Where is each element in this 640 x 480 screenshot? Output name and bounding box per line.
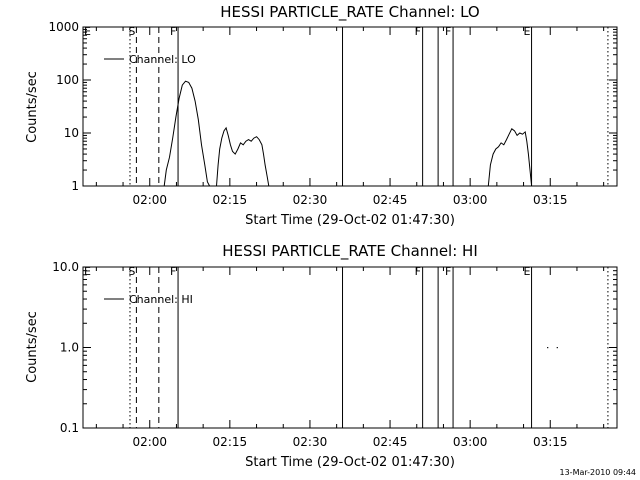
x-tick-label: 02:15 [213, 193, 248, 207]
y-tick-label: 0.1 [60, 421, 79, 435]
x-tick-label: 02:30 [293, 193, 328, 207]
y-tick-label: 1.0 [60, 341, 79, 355]
lo-plot-content: S F F F E E Channel: LO 02:00 02:15 02:30 02:45 03:… [48, 20, 618, 207]
lo-channel-panel: HESSI PARTICLE_RATE Channel: LO Counts/s… [25, 3, 618, 228]
event-marker-label: F [415, 25, 421, 38]
x-tick-label: 03:15 [533, 435, 568, 449]
event-marker-label: S [128, 25, 135, 38]
series-line [487, 128, 533, 187]
edge-marker-label: E [84, 265, 91, 278]
data-point [556, 347, 558, 349]
legend-label: Channel: HI [129, 293, 193, 306]
event-marker-label: F [170, 25, 176, 38]
hi-channel-panel: HESSI PARTICLE_RATE Channel: HI Counts/s… [25, 242, 618, 470]
x-tick-label: 02:45 [373, 435, 408, 449]
y-tick-label: 100 [56, 73, 79, 87]
event-marker-label: E [524, 25, 531, 38]
x-tick-label: 02:45 [373, 193, 408, 207]
legend-label: Channel: LO [129, 53, 196, 66]
y-axis-label-lo: Counts/sec [25, 71, 40, 143]
x-tick-label: 03:00 [453, 193, 488, 207]
plot-frame [82, 26, 618, 187]
y-tick-label: 1 [71, 179, 79, 193]
x-tick-label: 02:15 [213, 435, 248, 449]
event-marker-label: F [415, 265, 421, 278]
x-tick-label: 03:00 [453, 435, 488, 449]
chart-title-hi: HESSI PARTICLE_RATE Channel: HI [222, 242, 478, 261]
y-tick-label: 10.0 [52, 260, 79, 274]
data-point [547, 347, 549, 349]
series-line [216, 126, 270, 187]
hi-plot-content: S F F F E E Channel: HI 02:00 02:15 02:30 02:45 03:… [52, 260, 618, 449]
event-marker-label: F [170, 265, 176, 278]
x-axis-label-lo: Start Time (29-Oct-02 01:47:30) [245, 213, 455, 228]
x-tick-label: 02:00 [132, 435, 167, 449]
y-tick-label: 1000 [48, 20, 79, 34]
y-tick-label: 10 [64, 126, 79, 140]
edge-marker-label: E [84, 25, 91, 38]
y-axis-label-hi: Counts/sec [25, 311, 40, 383]
event-marker-label: S [128, 265, 135, 278]
series-line [163, 80, 211, 187]
x-tick-label: 02:30 [293, 435, 328, 449]
event-marker-label: E [524, 265, 531, 278]
footer-timestamp: 13-Mar-2010 09:44 [560, 468, 637, 477]
x-tick-label: 03:15 [533, 193, 568, 207]
event-marker-label: F [445, 265, 451, 278]
x-axis-label-hi: Start Time (29-Oct-02 01:47:30) [245, 455, 455, 470]
chart-title-lo: HESSI PARTICLE_RATE Channel: LO [220, 3, 479, 22]
event-marker-label: F [445, 25, 451, 38]
x-tick-label: 02:00 [132, 193, 167, 207]
